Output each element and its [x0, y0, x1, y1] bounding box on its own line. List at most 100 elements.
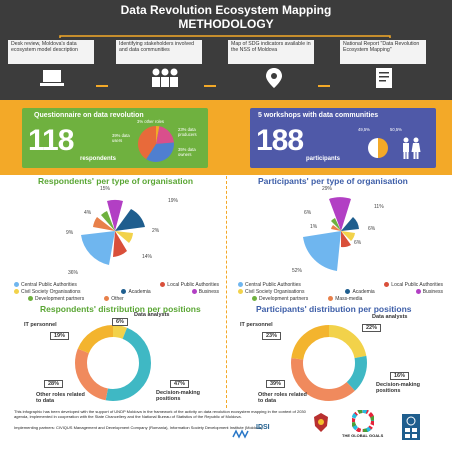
part-label-decision: Decision-making positions: [376, 382, 421, 394]
step-sdg-map: Map of SDG indicators available in the N…: [228, 40, 314, 64]
part-pos-title: Participants' distribution per positions: [256, 304, 412, 314]
part-pos-donut: [291, 325, 367, 401]
part-pct-3: 6%: [368, 226, 376, 232]
resp-pct-4: 14%: [142, 254, 153, 260]
respondents-label: respondents: [80, 156, 117, 162]
part-label-analysts: Data analysts: [372, 314, 408, 320]
legend-item: Central Public Authorities: [14, 282, 77, 288]
rose-civil-society: [115, 231, 133, 243]
legend-item: Other: [104, 296, 124, 302]
resp-org-legend: Central Public Authorities Local Public …: [14, 282, 219, 302]
pie-slice-data-owners: [137, 126, 156, 160]
resp-pct-5: 36%: [68, 270, 79, 276]
part-pct-5: 52%: [292, 268, 303, 274]
questionnaire-title: Questionnaire on data revolution: [34, 112, 144, 119]
part-pct-decision: 16%: [390, 372, 410, 380]
footer-partners: Implementing partners: CIVIQUS Managemen…: [14, 425, 263, 430]
resp-pct-1: 15%: [100, 186, 111, 192]
part-org-rose: [303, 197, 359, 271]
part-pct-other: 39%: [266, 380, 286, 388]
rose-central-public: [81, 231, 115, 265]
pie-slice-other-roles: [156, 125, 160, 144]
map-marker-icon: [266, 68, 282, 88]
resp-pct-3: 2%: [152, 228, 160, 234]
rose-business: [113, 231, 127, 257]
part-org-title: Participants' per type of organisation: [258, 176, 408, 186]
resp-pct-analysts: 6%: [112, 318, 128, 326]
rose-mass-media: [331, 225, 341, 231]
part-org-legend: Central Public Authorities Local Public …: [238, 282, 443, 302]
participants-label: participants: [306, 156, 341, 162]
footer-credits: This infographic has been developed with…: [14, 409, 306, 419]
rose-other: [93, 217, 115, 231]
pie-label-other: 3% other roles: [137, 119, 165, 124]
coat-of-arms-icon: [314, 413, 328, 432]
rose-business: [341, 231, 351, 248]
questionnaire-pie: [137, 125, 174, 162]
rose-academia: [115, 209, 145, 231]
donut-other-roles: [291, 325, 367, 401]
respondents-count: 118: [28, 124, 74, 157]
legend-item: Local Public Authorities: [160, 282, 219, 288]
legend-item: Local Public Authorities: [384, 282, 443, 288]
legend-item: Business: [191, 289, 219, 295]
rose-civil-society: [341, 231, 355, 241]
resp-pos-donut: [75, 325, 151, 401]
legend-item: Development partners: [28, 296, 84, 302]
civiqus-logo: [232, 426, 250, 439]
participants-count: 188: [256, 124, 304, 157]
part-pct-1: 29%: [322, 186, 333, 192]
global-goals-label: THE GLOBAL GOALS: [342, 433, 384, 438]
resp-pct-other: 28%: [44, 380, 64, 388]
workshops-title: 5 workshops with data communities: [258, 112, 379, 119]
male-half: [378, 138, 388, 158]
step-desk-review: Desk review, Moldova's data ecosystem mo…: [8, 40, 94, 64]
part-pct-it: 23%: [262, 332, 282, 340]
donut-decision-making: [75, 325, 151, 401]
rose-academia: [341, 217, 359, 231]
resp-pct-2: 19%: [168, 198, 179, 204]
resp-label-analysts: Data analysts: [134, 312, 170, 318]
person-icon: [403, 137, 421, 159]
pie-label-owners: 35% data owners: [178, 147, 196, 157]
legend-item: Mass-media: [328, 296, 362, 302]
legend-item: Civil Society Organisations: [14, 289, 80, 295]
resp-label-it: IT personnel: [24, 322, 57, 328]
part-label-other: Other roles related to data: [258, 392, 307, 404]
rose-local-public: [107, 199, 123, 231]
column-divider: [226, 176, 228, 408]
resp-label-other: Other roles related to data: [36, 392, 85, 404]
part-pct-4: 6%: [354, 240, 362, 246]
legend-item: Business: [415, 289, 443, 295]
rose-dev-partners: [101, 211, 115, 231]
female-half: [368, 138, 378, 158]
part-pct-6: 1%: [310, 224, 318, 230]
resp-pos-title: Respondents' distribution per positions: [40, 304, 201, 314]
footer: [0, 408, 452, 452]
laptop-icon: [40, 70, 64, 86]
pie-slice-data-users: [146, 142, 174, 162]
pie-label-producers: 23% data producers: [178, 127, 197, 137]
part-pct-7: 6%: [304, 210, 312, 216]
resp-pct-it: 19%: [50, 332, 70, 340]
resp-pct-6: 9%: [66, 230, 74, 236]
donut-other-roles: [75, 325, 151, 401]
rose-dev-partners: [331, 218, 341, 231]
legend-item: Civil Society Organisations: [238, 289, 304, 295]
part-pct-2: 11%: [374, 204, 384, 210]
report-icon: [376, 68, 392, 88]
pie-slice-data-producers: [156, 126, 174, 144]
gender-chart: [368, 137, 421, 159]
legend-item: Central Public Authorities: [238, 282, 301, 288]
donut-decision-making: [291, 325, 367, 401]
male-pct: 50,5%: [390, 127, 402, 132]
female-pct: 49,5%: [358, 127, 370, 132]
idsi-logo: IDSI: [256, 424, 270, 431]
resp-pct-7: 4%: [84, 210, 92, 216]
part-pct-analysts: 22%: [362, 324, 382, 332]
resp-pct-decision: 47%: [170, 380, 190, 388]
rose-central-public: [303, 231, 341, 271]
steps-connector: [59, 35, 391, 87]
step-stakeholders: Identifying stakeholders involved and da…: [116, 40, 202, 64]
